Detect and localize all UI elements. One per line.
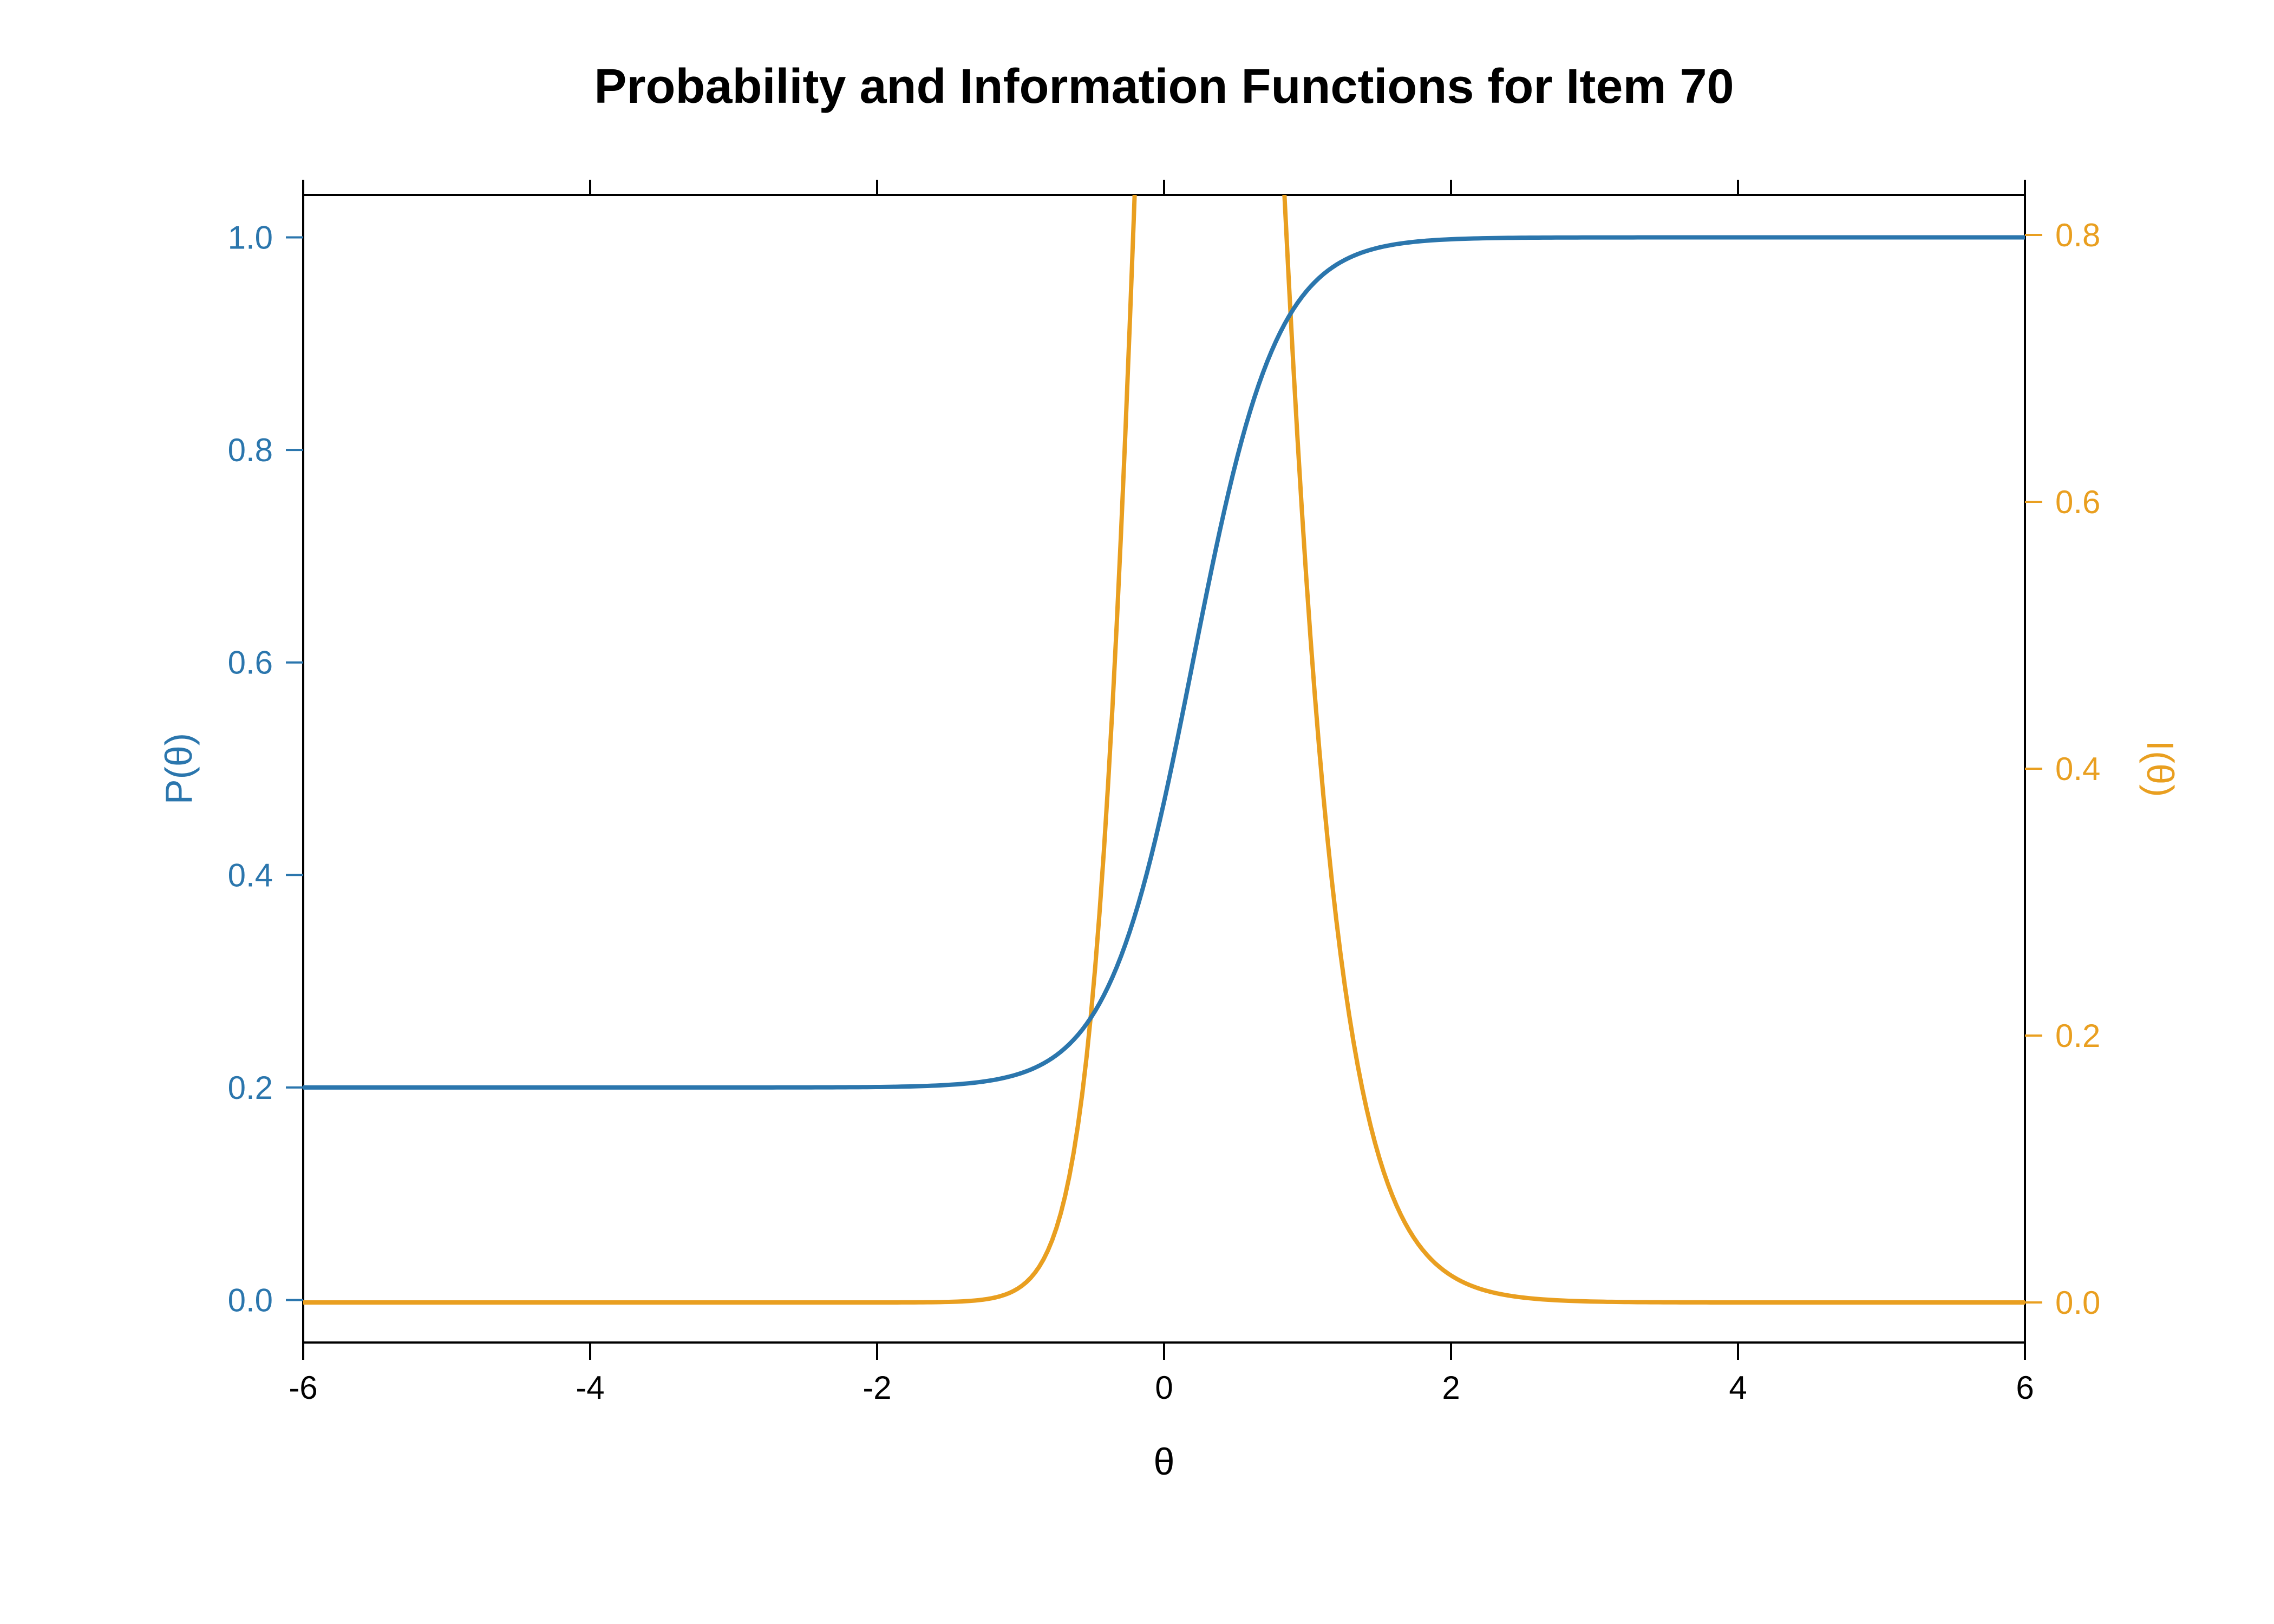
x-tick-label: 4 [1729, 1370, 1747, 1406]
y-left-tick-label: 0.8 [228, 432, 273, 468]
chart-bg [0, 0, 2274, 1624]
x-tick-label: 2 [1442, 1370, 1460, 1406]
x-tick-label: -2 [862, 1370, 891, 1406]
y-right-tick-label: 0.0 [2055, 1285, 2100, 1321]
chart-svg: Probability and Information Functions fo… [0, 0, 2274, 1624]
y-right-tick-label: 0.4 [2055, 751, 2100, 787]
y-right-axis-label: I(θ) [2139, 741, 2181, 797]
y-right-tick-label: 0.6 [2055, 484, 2100, 520]
y-left-axis-label: P(θ) [158, 733, 200, 804]
y-left-tick-label: 0.2 [228, 1070, 273, 1106]
y-left-tick-label: 0.6 [228, 645, 273, 681]
chart-stage: Probability and Information Functions fo… [0, 0, 2274, 1624]
y-left-tick-label: 0.0 [228, 1282, 273, 1318]
y-left-tick-label: 0.4 [228, 857, 273, 893]
y-left-tick-label: 1.0 [228, 220, 273, 256]
y-right-tick-label: 0.2 [2055, 1018, 2100, 1054]
x-tick-label: -6 [289, 1370, 317, 1406]
x-tick-label: 6 [2016, 1370, 2034, 1406]
x-tick-label: 0 [1155, 1370, 1173, 1406]
x-tick-label: -4 [576, 1370, 604, 1406]
chart-title: Probability and Information Functions fo… [594, 60, 1734, 114]
y-right-tick-label: 0.8 [2055, 217, 2100, 253]
x-axis-label: θ [1154, 1440, 1175, 1483]
